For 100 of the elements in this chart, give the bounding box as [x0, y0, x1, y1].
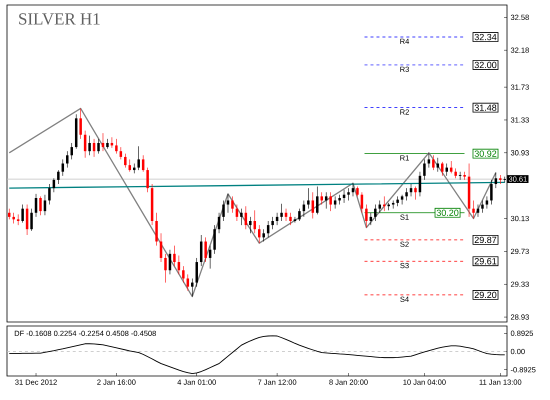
- candlestick: [106, 138, 109, 150]
- candlestick: [62, 159, 64, 176]
- candlestick: [84, 130, 86, 158]
- candlestick: [52, 178, 56, 193]
- candlestick: [88, 135, 91, 156]
- candlestick: [39, 196, 42, 216]
- candlestick: [57, 170, 60, 184]
- candlestick: [334, 196, 336, 209]
- candlestick: [164, 254, 167, 283]
- candlestick: [370, 212, 372, 226]
- candlestick: [191, 278, 194, 297]
- annotation: 29.87: [474, 236, 496, 244]
- candlestick: [168, 249, 172, 275]
- candlestick: [128, 159, 132, 172]
- candlestick: [289, 212, 292, 226]
- annotation: 30.20: [436, 210, 458, 216]
- candlestick: [231, 196, 234, 214]
- candlestick: [70, 142, 73, 160]
- candlestick: [476, 204, 480, 218]
- candlestick: [356, 186, 359, 197]
- candlestick: [276, 212, 278, 226]
- candlestick: [120, 146, 122, 160]
- candlestick: [320, 192, 323, 205]
- candlestick: [258, 224, 260, 244]
- candlestick: [249, 216, 252, 234]
- candlestick: [400, 194, 404, 205]
- candlestick: [294, 216, 296, 223]
- candlestick: [97, 138, 100, 154]
- candlestick: [499, 174, 502, 184]
- candlestick: [30, 208, 33, 232]
- candlestick: [454, 168, 457, 179]
- candlestick: [481, 200, 484, 214]
- candlestick: [423, 159, 426, 180]
- candlestick: [213, 224, 216, 254]
- candlestick: [236, 204, 238, 222]
- candlestick: [338, 194, 341, 205]
- candlestick: [132, 163, 136, 174]
- candlestick: [436, 157, 440, 172]
- candlestick: [240, 208, 243, 226]
- candlestick: [173, 245, 176, 266]
- candlestick: [298, 208, 301, 222]
- candlestick: [374, 204, 377, 222]
- candlestick: [44, 194, 46, 216]
- candlestick: [208, 245, 212, 269]
- candlestick: [494, 172, 498, 188]
- candlestick: [352, 182, 354, 197]
- candlestick: [280, 203, 283, 222]
- candlestick: [472, 200, 475, 219]
- candlestick: [266, 220, 270, 238]
- candlestick: [34, 194, 38, 218]
- candlestick: [382, 196, 386, 212]
- candlestick: [16, 214, 20, 226]
- candlestick: [307, 188, 310, 209]
- candlestick: [432, 154, 435, 170]
- candlestick: [200, 234, 202, 266]
- candlestick: [146, 167, 149, 193]
- candlestick: [115, 138, 118, 154]
- candlestick: [226, 194, 230, 214]
- candlestick: [329, 192, 332, 212]
- candlestick: [410, 184, 412, 197]
- candlestick: [284, 208, 288, 222]
- candlestick: [302, 200, 306, 218]
- candlestick: [48, 184, 51, 205]
- candlestick: [182, 266, 185, 283]
- annotation: 32.00: [474, 62, 496, 68]
- candlestick: [405, 188, 408, 201]
- candlestick: [102, 132, 104, 152]
- annotation: 30.92: [474, 150, 496, 157]
- candlestick: [441, 162, 444, 176]
- candlestick: [155, 212, 158, 246]
- candlestick: [254, 210, 256, 234]
- candlestick: [450, 160, 452, 174]
- candlestick: [79, 108, 82, 140]
- annotation: 32.34: [474, 34, 496, 40]
- candlestick: [204, 237, 207, 262]
- annotation: 29.20: [474, 292, 496, 298]
- candlestick: [378, 200, 382, 214]
- candlestick: [360, 192, 364, 214]
- candlestick: [12, 212, 15, 224]
- chart-title: SILVER H1: [19, 13, 100, 25]
- candlestick: [124, 153, 127, 168]
- candlestick: [21, 204, 24, 223]
- candlestick: [244, 206, 248, 230]
- candlestick: [26, 204, 28, 236]
- candlestick: [218, 212, 220, 234]
- annotation: 31.48: [474, 104, 496, 111]
- annotation: 29.61: [474, 258, 496, 264]
- candlestick: [195, 258, 198, 287]
- candlestick: [110, 136, 114, 148]
- candlestick: [316, 186, 319, 215]
- candlestick: [186, 274, 190, 292]
- candlestick: [418, 171, 422, 197]
- candlestick: [178, 255, 180, 275]
- candlestick: [365, 204, 368, 228]
- candlestick: [428, 152, 430, 168]
- candlestick: [486, 196, 488, 209]
- candlestick: [142, 154, 144, 172]
- candlestick: [490, 180, 493, 205]
- candlestick: [271, 216, 274, 230]
- candlestick: [445, 163, 448, 176]
